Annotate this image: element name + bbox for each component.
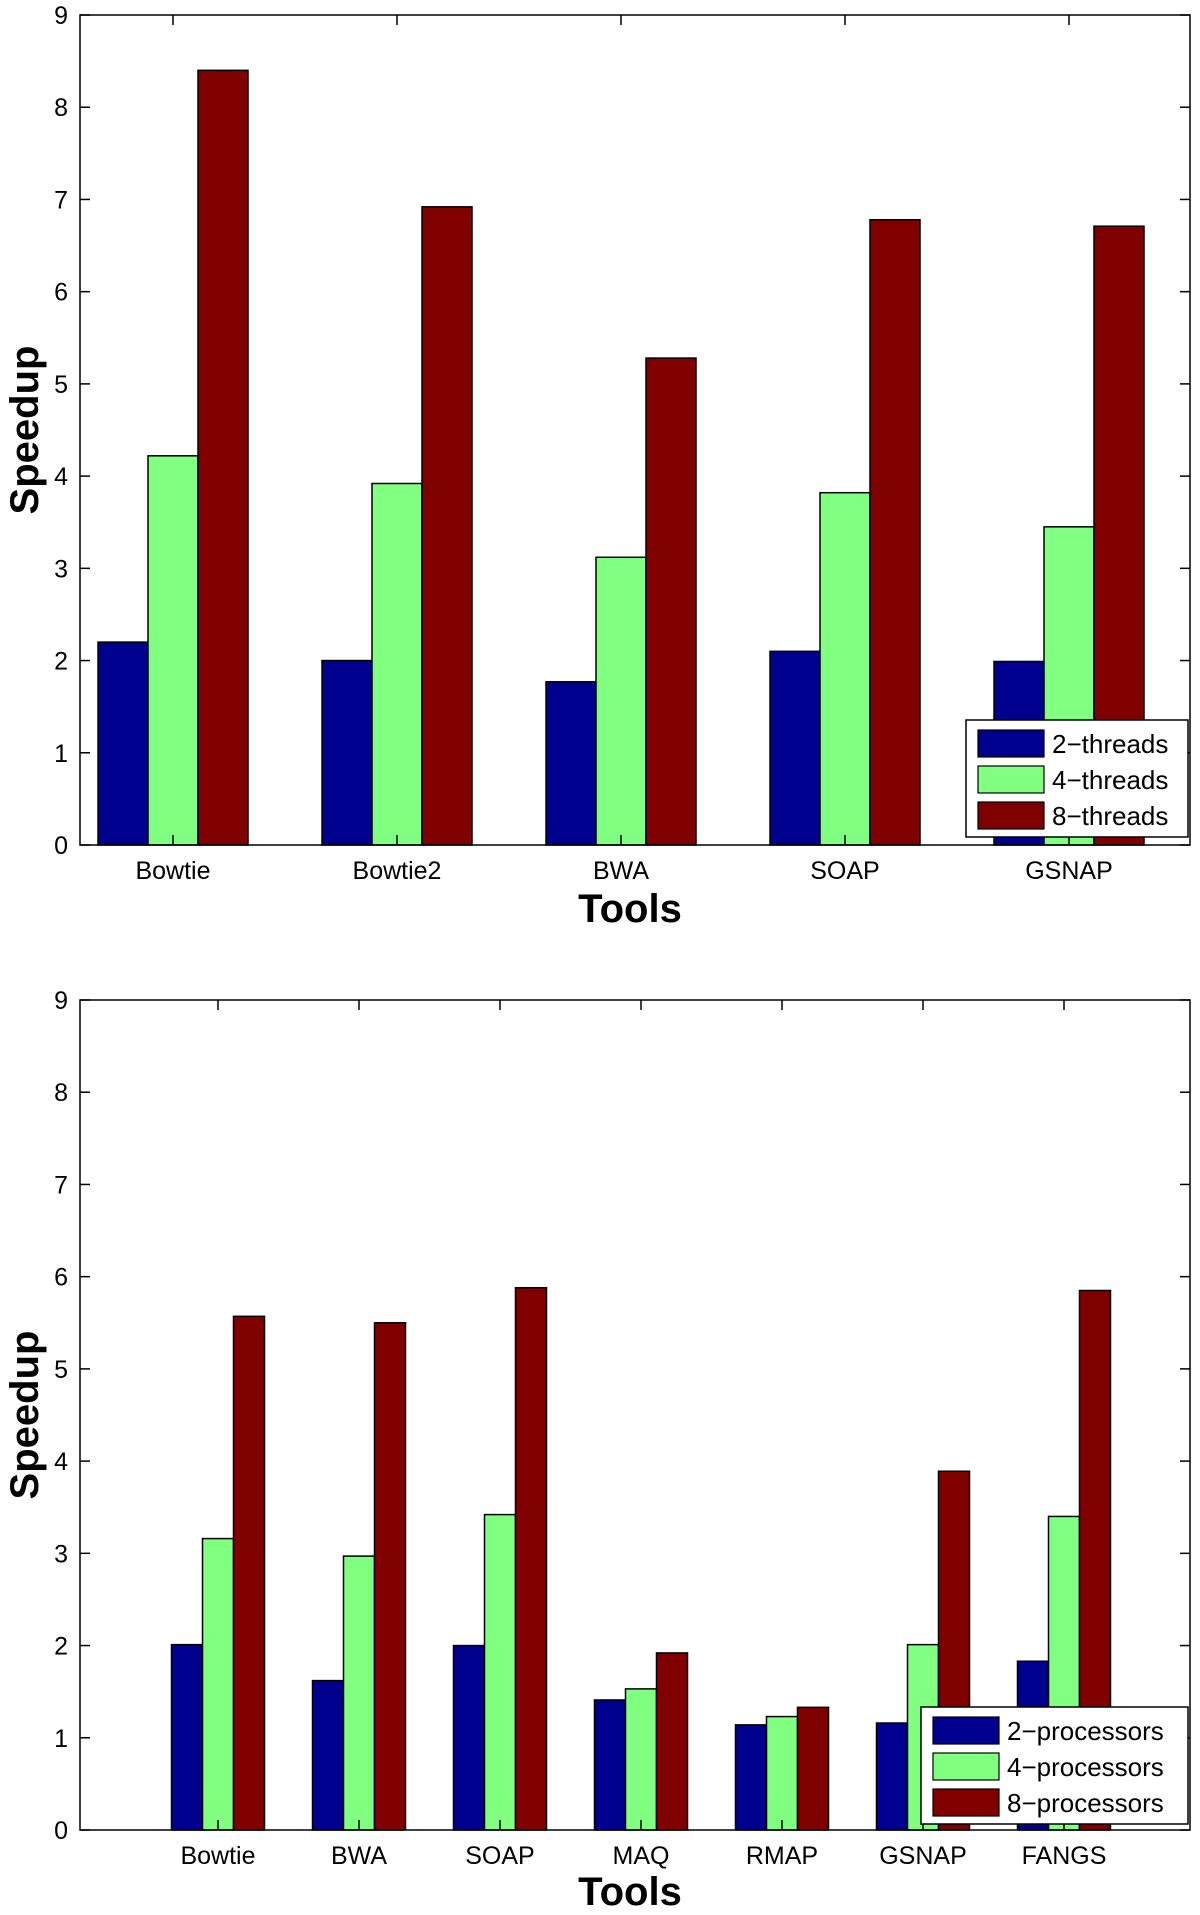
bar-soap-1 [452,1644,486,1831]
legend-swatch [932,1752,1000,1781]
y-tick-label: 5 [54,371,68,399]
bar-soap-1 [769,650,821,846]
bar-bowtie-1 [170,1643,204,1831]
bar-gsnap-1 [875,1722,909,1831]
bar-maq-2 [624,1688,658,1831]
legend-label: 4−threads [1052,765,1168,795]
y-axis-title: Speedup [3,1331,47,1500]
y-tick-label: 6 [54,1264,68,1292]
legend-swatch [932,1788,1000,1817]
bar-soap-2 [819,491,871,846]
y-tick-label: 8 [54,1079,68,1107]
legend: 2−processors 4−processors 8−processors [920,1706,1189,1825]
bar-rmap-3 [796,1706,830,1831]
bar-bowtie-3 [232,1315,266,1831]
x-tick-label: Bowtie [135,857,210,885]
y-tick-label: 3 [54,555,68,583]
y-tick-label: 1 [54,1725,68,1753]
y-tick-label: 2 [54,1633,68,1661]
bar-bwa-1 [545,681,597,846]
bar-bowtie-3 [197,69,249,846]
x-tick-label: RMAP [746,1842,818,1870]
bar-bwa-3 [645,357,697,846]
bar-bowtie2-2 [371,482,423,846]
x-tick-label: Bowtie2 [353,857,442,885]
y-tick-label: 5 [54,1356,68,1384]
legend: 2−threads 4−threads 8−threads [965,719,1189,838]
x-tick-label: MAQ [613,1842,670,1870]
bar-bwa-2 [595,556,647,846]
y-tick-label: 6 [54,279,68,307]
bar-bowtie2-3 [421,206,473,846]
bar-bwa-3 [373,1322,407,1831]
bar-rmap-2 [765,1715,799,1831]
y-tick-label: 1 [54,740,68,768]
x-tick-label: Bowtie [180,1842,255,1870]
y-tick-label: 4 [54,1448,68,1476]
bar-bowtie-1 [97,641,149,846]
y-tick-label: 9 [54,987,68,1015]
legend-label: 2−processors [1007,1716,1164,1746]
x-tick-label: BWA [593,857,649,885]
legend-label: 8−threads [1052,801,1168,831]
bar-bowtie2-1 [321,659,373,846]
bar-bwa-2 [342,1555,376,1831]
y-tick-label: 8 [54,94,68,122]
chart-1: 0 1 2 3 4 5 6 7 8 9 Bowtie Bowtie2 BWA SOAP GSNAP Tools… [3,2,1191,931]
x-axis-title: Tools [578,1870,682,1914]
axes-box [79,14,1191,846]
bar-bowtie-2 [201,1537,235,1831]
x-tick-label: SOAP [465,1842,534,1870]
bar-bwa-1 [311,1679,345,1831]
x-tick-label: SOAP [810,857,879,885]
x-tick-label: BWA [331,1842,387,1870]
y-tick-label: 3 [54,1540,68,1568]
legend-label: 2−threads [1052,729,1168,759]
y-tick-label: 7 [54,1171,68,1199]
y-tick-label: 4 [54,463,68,491]
bar-maq-3 [655,1652,689,1831]
bar-bowtie-2 [147,455,199,846]
y-tick-label: 2 [54,648,68,676]
legend-label: 8−processors [1007,1788,1164,1818]
x-tick-label: GSNAP [1025,857,1113,885]
y-tick-label: 9 [54,2,68,30]
y-tick-label: 7 [54,186,68,214]
x-tick-label: FANGS [1022,1842,1107,1870]
bar-soap-2 [483,1513,517,1831]
bar-soap-3 [869,218,921,846]
y-tick-label: 0 [54,832,68,860]
bar-rmap-1 [734,1724,768,1831]
legend-swatch [977,801,1045,830]
y-tick-label: 0 [54,1817,68,1845]
chart-2: 0 1 2 3 4 5 6 7 8 9 Bowtie BWA SOAP MAQ RMAP GSNAP FANGS… [3,987,1191,1914]
bar-maq-1 [593,1699,627,1831]
x-tick-label: GSNAP [879,1842,967,1870]
y-axis-title: Speedup [3,346,47,515]
x-axis-title: Tools [578,887,682,931]
bar-soap-3 [514,1286,548,1831]
legend-swatch [977,765,1045,794]
legend-label: 4−processors [1007,1752,1164,1782]
axes-box [79,999,1191,1831]
legend-swatch [932,1716,1000,1745]
legend-swatch [977,729,1045,758]
